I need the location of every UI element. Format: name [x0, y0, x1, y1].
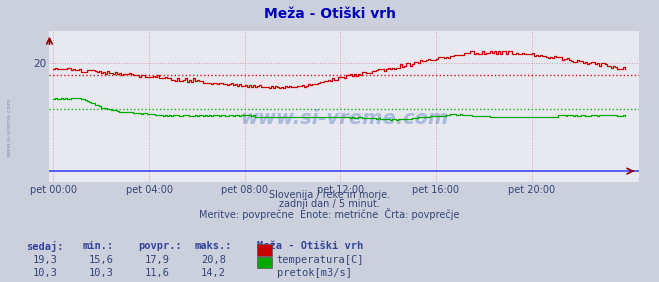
Text: min.:: min.: [82, 241, 113, 251]
Text: 10,3: 10,3 [89, 268, 114, 278]
Text: temperatura[C]: temperatura[C] [277, 255, 364, 265]
Text: povpr.:: povpr.: [138, 241, 182, 251]
Text: 17,9: 17,9 [145, 255, 170, 265]
Text: zadnji dan / 5 minut.: zadnji dan / 5 minut. [279, 199, 380, 209]
Text: 20,8: 20,8 [201, 255, 226, 265]
Text: 10,3: 10,3 [33, 268, 58, 278]
Text: maks.:: maks.: [194, 241, 232, 251]
Text: Slovenija / reke in morje.: Slovenija / reke in morje. [269, 190, 390, 199]
Text: pretok[m3/s]: pretok[m3/s] [277, 268, 352, 278]
Text: 14,2: 14,2 [201, 268, 226, 278]
Text: Meža - Otiški vrh: Meža - Otiški vrh [264, 7, 395, 21]
Text: 19,3: 19,3 [33, 255, 58, 265]
Text: 11,6: 11,6 [145, 268, 170, 278]
Text: sedaj:: sedaj: [26, 241, 64, 252]
Text: www.si-vreme.com: www.si-vreme.com [7, 97, 12, 157]
Text: www.si-vreme.com: www.si-vreme.com [240, 109, 449, 128]
Text: Meža - Otiški vrh: Meža - Otiški vrh [257, 241, 363, 251]
Text: Meritve: povprečne  Enote: metrične  Črta: povprečje: Meritve: povprečne Enote: metrične Črta:… [199, 208, 460, 220]
Text: 15,6: 15,6 [89, 255, 114, 265]
